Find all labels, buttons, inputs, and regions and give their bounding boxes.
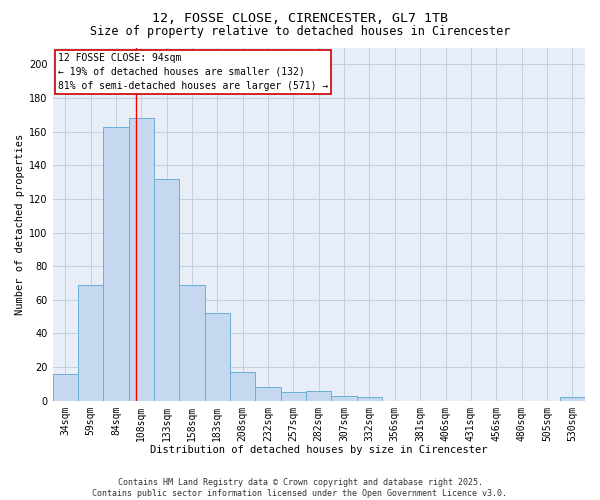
Bar [78,284,103,401]
Bar [205,314,230,400]
Bar [357,398,382,400]
Bar [230,372,256,400]
Bar [179,284,205,401]
Bar [128,118,154,401]
Y-axis label: Number of detached properties: Number of detached properties [15,134,25,314]
Bar [53,374,78,400]
Bar [256,388,281,400]
Text: Size of property relative to detached houses in Cirencester: Size of property relative to detached ho… [90,25,510,38]
Text: Contains HM Land Registry data © Crown copyright and database right 2025.
Contai: Contains HM Land Registry data © Crown c… [92,478,508,498]
Text: 12, FOSSE CLOSE, CIRENCESTER, GL7 1TB: 12, FOSSE CLOSE, CIRENCESTER, GL7 1TB [152,12,448,26]
Bar [154,178,179,400]
Text: 12 FOSSE CLOSE: 94sqm
← 19% of detached houses are smaller (132)
81% of semi-det: 12 FOSSE CLOSE: 94sqm ← 19% of detached … [58,53,328,91]
Bar [306,390,331,400]
Bar [281,392,306,400]
Bar [560,398,585,400]
Bar [103,126,128,400]
Bar [331,396,357,400]
X-axis label: Distribution of detached houses by size in Cirencester: Distribution of detached houses by size … [150,445,488,455]
